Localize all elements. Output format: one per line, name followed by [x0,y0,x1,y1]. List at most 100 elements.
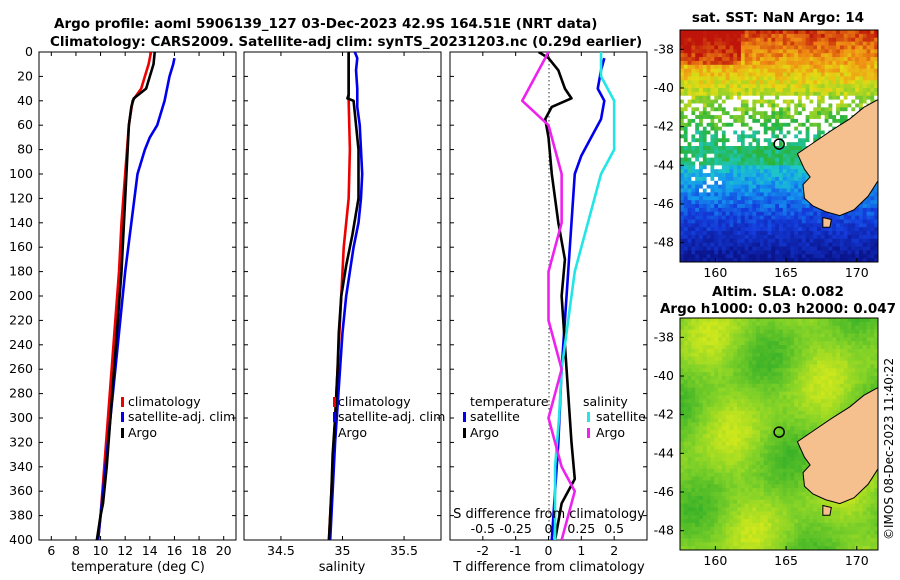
map-cell [740,418,746,423]
map-cell [759,449,765,454]
map-cell [683,91,689,97]
map-cell [740,200,746,205]
map-cell [710,184,715,190]
map-cell [721,223,727,228]
map-cell [683,519,689,524]
map-cell [855,88,860,93]
map-cell [695,153,700,159]
map-cell [763,519,769,524]
map-cell [794,130,799,135]
map-cell [737,60,742,66]
map-cell [836,122,841,128]
map-cell [699,441,704,447]
map-cell [740,526,746,532]
map-cell [714,387,719,393]
map-cell [744,464,750,470]
map-cell [820,103,826,108]
map-cell [691,153,696,159]
map-cell [687,60,693,66]
map-cell [718,49,723,54]
map-cell [740,414,746,420]
map-cell [775,200,780,205]
map-cell [729,345,734,350]
map-cell [767,103,772,108]
map-cell [740,379,746,385]
map-cell [744,184,750,190]
map-cell [748,49,753,54]
map-cell [817,84,822,89]
map-cell [680,337,685,342]
map-cell [752,207,757,213]
map-cell [817,53,822,58]
map-cell [744,437,750,443]
map-cell [710,246,715,251]
map-cell [695,169,700,174]
map-cell [744,138,750,143]
map-cell [687,184,693,190]
map-cell [756,387,761,393]
map-cell [706,80,712,85]
map-cell [767,418,772,423]
map-cell [771,406,776,412]
x-tick-label: 12 [117,543,133,558]
map-cell [729,399,734,404]
map-cell [794,68,799,74]
map-cell [710,134,715,139]
map-cell [855,234,860,240]
map-cell [737,153,742,159]
map-cell [729,207,734,213]
map-cell [858,103,864,108]
map-cell [866,204,871,209]
map-cell [775,107,780,112]
map-cell [779,57,784,62]
map-cell [718,329,723,335]
map-cell [843,223,849,228]
map-cell [733,476,738,481]
map-cell [695,211,700,217]
map-cell [695,379,700,385]
map-cell [706,64,712,70]
map-cell [683,64,689,70]
map-cell [706,445,712,451]
map-cell [858,254,864,259]
map-cell [752,192,757,197]
map-cell [790,234,795,240]
map-cell [748,329,753,335]
map-cell [710,426,715,431]
map-cell [756,434,761,439]
map-cell [767,254,772,259]
map-cell [874,184,878,190]
map-cell [767,511,772,516]
map-cell [725,422,731,427]
map-cell [721,325,727,331]
map-cell [725,522,731,528]
map-cell [706,488,712,493]
map-cell [813,211,818,217]
map-cell [691,534,696,539]
map-cell [691,368,696,373]
map-cell [771,399,776,404]
map-cell [740,476,746,481]
map-cell [786,30,792,35]
map-cell [858,30,864,35]
map-cell [725,165,731,170]
map-cell [695,337,700,342]
map-cell [710,238,715,244]
map-cell [752,107,757,112]
map-cell [817,95,822,101]
map-cell [691,348,696,354]
map-cell [737,142,742,147]
map-cell [798,246,803,251]
map-cell [748,88,753,93]
map-cell [706,246,712,251]
map-cell [737,383,742,389]
map-cell [817,111,822,116]
map-cell [809,115,814,120]
map-cell [786,142,792,147]
map-cell [790,204,795,209]
map-cell [748,153,753,159]
map-cell [817,122,822,128]
map-cell [862,76,868,81]
map-cell [790,126,795,132]
map-cell [775,457,780,462]
